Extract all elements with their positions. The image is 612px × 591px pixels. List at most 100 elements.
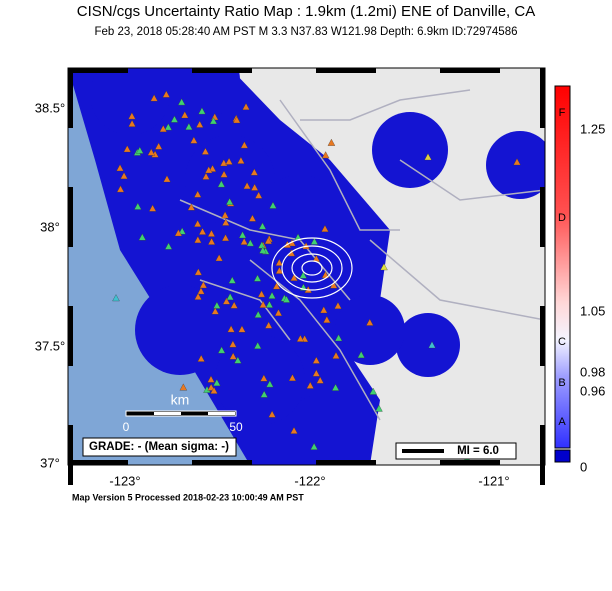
station — [181, 111, 189, 119]
station — [316, 376, 324, 384]
station — [217, 346, 226, 354]
lat-label: 38.5° — [35, 100, 66, 115]
lat-label: 37.5° — [35, 338, 66, 353]
station — [210, 386, 218, 394]
station — [163, 175, 171, 183]
map-frame — [67, 67, 546, 466]
station — [217, 180, 226, 188]
station — [128, 112, 136, 120]
station — [207, 375, 215, 383]
station — [357, 351, 365, 359]
legend: MI = 6.0 — [457, 445, 499, 457]
frame-tick — [540, 425, 545, 485]
grade-box — [82, 437, 237, 457]
station — [213, 301, 221, 309]
station — [254, 191, 263, 199]
coverage — [68, 68, 390, 465]
station — [228, 276, 236, 284]
station — [215, 254, 223, 262]
road — [399, 159, 545, 201]
station — [275, 266, 284, 274]
station — [240, 237, 248, 245]
station — [237, 156, 245, 164]
station — [116, 164, 124, 172]
station — [207, 229, 216, 237]
station — [234, 356, 242, 364]
station — [120, 172, 128, 180]
station — [334, 334, 343, 342]
station — [242, 102, 250, 110]
station — [246, 239, 255, 247]
colorbar-tick: 1.25 — [580, 121, 605, 136]
station — [312, 369, 321, 377]
station — [274, 309, 283, 316]
station — [266, 380, 274, 388]
station — [238, 325, 246, 333]
station — [369, 387, 377, 395]
station — [243, 182, 251, 190]
legend-line — [402, 449, 444, 453]
station — [162, 90, 171, 98]
station — [199, 281, 208, 289]
station — [296, 334, 305, 342]
station — [513, 158, 521, 166]
station — [259, 300, 267, 308]
station — [226, 293, 234, 301]
station — [225, 197, 234, 205]
station — [187, 203, 196, 211]
station — [238, 231, 247, 239]
station — [320, 306, 328, 314]
map — [68, 68, 545, 465]
grade: GRADE: - (Mean sigma: -) — [89, 441, 229, 453]
station — [207, 383, 215, 391]
frame-tick — [68, 187, 73, 247]
lon-label: -121° — [478, 473, 509, 488]
station — [327, 138, 336, 146]
station — [136, 146, 144, 154]
lon-label: -122° — [294, 473, 325, 488]
station — [332, 351, 340, 359]
station — [179, 383, 188, 391]
station — [260, 390, 268, 398]
road — [369, 239, 545, 321]
station — [233, 116, 241, 124]
station — [154, 142, 163, 150]
station — [194, 292, 202, 300]
station — [366, 318, 374, 326]
station — [282, 295, 291, 303]
station — [290, 426, 298, 434]
station — [306, 381, 314, 389]
frame-tick — [68, 425, 73, 485]
coverage-circle — [285, 395, 355, 465]
coverage-circle — [335, 295, 405, 365]
station — [264, 237, 273, 245]
footer: Map Version 5 Processed 2018-02-23 10:00… — [72, 492, 304, 502]
station — [428, 341, 436, 349]
station — [209, 117, 218, 125]
frame-tick — [68, 306, 73, 366]
station — [193, 190, 202, 198]
colorbar-letter: A — [558, 416, 566, 428]
station — [257, 290, 266, 298]
station — [198, 107, 206, 115]
station — [310, 442, 318, 450]
frame-tick — [440, 460, 500, 465]
colorbar-tick: 1.05 — [580, 303, 605, 318]
station — [213, 379, 221, 386]
road — [179, 199, 351, 301]
station — [147, 148, 156, 156]
scale-label: 0 — [123, 420, 130, 434]
lat-label: 37° — [40, 455, 60, 470]
title: CISN/cgs Uncertainty Ratio Map : 1.9km (… — [77, 3, 535, 20]
coverage-circle — [396, 313, 460, 377]
frame-tick — [316, 68, 376, 73]
station — [178, 227, 186, 235]
subtitle: Feb 23, 2018 05:28:40 AM PST M 3.3 N37.8… — [94, 26, 517, 38]
station — [312, 356, 321, 364]
station — [323, 315, 331, 323]
road — [279, 99, 400, 231]
station — [220, 170, 228, 178]
station — [134, 202, 142, 210]
station — [230, 301, 238, 309]
lon-label: -123° — [109, 473, 140, 488]
